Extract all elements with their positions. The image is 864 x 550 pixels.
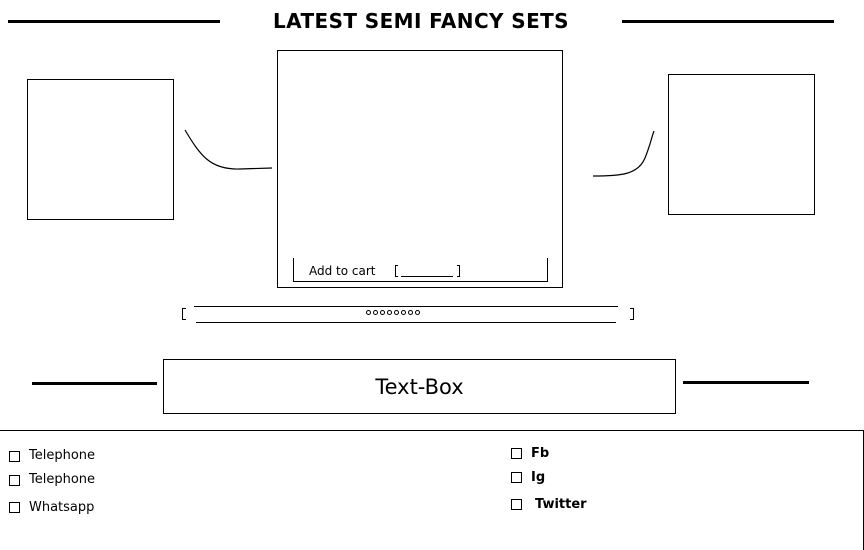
connector-right <box>592 130 655 177</box>
text-box[interactable]: Text-Box <box>163 359 676 414</box>
contact-label-whatsapp: Whatsapp <box>29 500 95 515</box>
carousel-left-bracket[interactable] <box>182 308 186 320</box>
add-to-cart-label[interactable]: Add to cart <box>309 264 376 278</box>
textbox-rule-right <box>683 381 809 384</box>
checkbox-ig[interactable] <box>511 472 522 483</box>
carousel-dot[interactable] <box>366 310 371 315</box>
checkbox-twitter[interactable] <box>511 499 522 510</box>
carousel-dot[interactable] <box>415 310 420 315</box>
checkbox-telephone-2[interactable] <box>9 475 20 486</box>
carousel-dot[interactable] <box>408 310 413 315</box>
contact-label-telephone-1: Telephone <box>29 448 96 463</box>
textbox-rule-left <box>32 382 157 385</box>
checkbox-telephone-1[interactable] <box>9 451 20 462</box>
checkbox-fb[interactable] <box>511 448 522 459</box>
carousel-right-bracket[interactable] <box>630 308 634 320</box>
carousel-dot[interactable] <box>373 310 378 315</box>
add-to-cart-bar <box>293 258 548 282</box>
header-rule-right <box>622 20 834 23</box>
product-thumbnail-left[interactable] <box>27 79 174 220</box>
contact-footer <box>0 430 864 550</box>
quantity-input[interactable] <box>395 265 460 277</box>
carousel-dot[interactable] <box>394 310 399 315</box>
contact-label-ig: Ig <box>531 470 546 485</box>
carousel-dot[interactable] <box>387 310 392 315</box>
product-main-image[interactable] <box>277 50 563 288</box>
text-box-label: Text-Box <box>375 374 464 399</box>
carousel-dot[interactable] <box>380 310 385 315</box>
carousel-dots[interactable] <box>366 310 420 315</box>
carousel-dot[interactable] <box>401 310 406 315</box>
contact-label-twitter: Twitter <box>535 497 587 512</box>
page-title: LATEST SEMI FANCY SETS <box>273 9 569 33</box>
checkbox-whatsapp[interactable] <box>9 502 20 513</box>
connector-left <box>184 129 273 170</box>
carousel-slider[interactable] <box>182 304 634 324</box>
product-thumbnail-right[interactable] <box>668 74 815 215</box>
header-rule-left <box>8 20 220 23</box>
contact-label-fb: Fb <box>531 446 550 461</box>
contact-label-telephone-2: Telephone <box>29 472 96 487</box>
